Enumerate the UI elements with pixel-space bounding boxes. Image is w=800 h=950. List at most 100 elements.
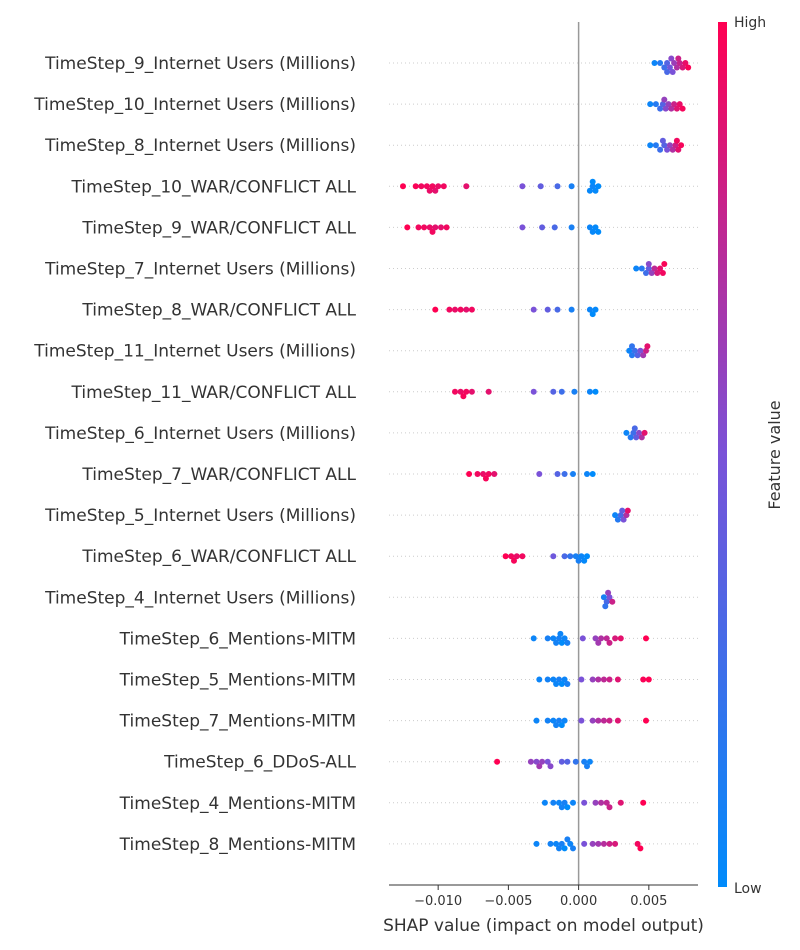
shap-point bbox=[637, 347, 644, 354]
shap-point bbox=[463, 183, 470, 190]
shap-point bbox=[662, 105, 669, 112]
shap-point bbox=[426, 187, 433, 194]
shap-point bbox=[651, 265, 658, 272]
shap-point bbox=[612, 840, 619, 847]
shap-point bbox=[633, 434, 640, 441]
shap-point bbox=[426, 224, 433, 231]
shap-point bbox=[666, 64, 673, 71]
shap-point bbox=[544, 758, 551, 765]
shap-point bbox=[647, 101, 654, 108]
shap-point bbox=[564, 639, 571, 646]
shap-point bbox=[640, 676, 647, 683]
shap-point bbox=[600, 594, 607, 601]
shap-point bbox=[550, 676, 557, 683]
feature-label: TimeStep_7_Internet Users (Millions) bbox=[44, 260, 356, 280]
shap-point bbox=[673, 105, 680, 112]
shap-point bbox=[550, 553, 557, 560]
feature-label: TimeStep_11_WAR/CONFLICT ALL bbox=[71, 383, 357, 403]
shap-point bbox=[586, 306, 593, 313]
shap-point bbox=[446, 306, 453, 313]
shap-point bbox=[672, 142, 679, 149]
shap-point bbox=[676, 60, 683, 66]
shap-point bbox=[553, 722, 560, 729]
shap-point bbox=[485, 471, 492, 477]
shap-point bbox=[657, 60, 664, 66]
shap-point bbox=[567, 553, 574, 560]
shap-point bbox=[485, 388, 492, 395]
shap-point bbox=[631, 347, 638, 354]
shap-point bbox=[584, 763, 590, 770]
shap-point bbox=[614, 676, 621, 683]
shap-point bbox=[641, 429, 648, 436]
shap-point bbox=[647, 142, 654, 149]
shap-point bbox=[605, 589, 612, 596]
shap-point bbox=[558, 758, 565, 765]
shap-point bbox=[533, 840, 540, 847]
shap-point bbox=[606, 594, 613, 601]
shap-point bbox=[637, 845, 644, 852]
shap-point bbox=[474, 471, 481, 477]
shap-point bbox=[558, 681, 565, 687]
shap-point bbox=[676, 101, 683, 108]
shap-point bbox=[581, 799, 588, 806]
shap-point bbox=[553, 840, 560, 847]
shap-point bbox=[643, 270, 649, 276]
shap-point bbox=[550, 717, 557, 724]
shap-point bbox=[443, 224, 450, 231]
shap-point bbox=[438, 224, 444, 231]
feature-label: TimeStep_8_Internet Users (Millions) bbox=[44, 136, 356, 156]
shap-point bbox=[554, 471, 561, 477]
shap-point bbox=[675, 55, 682, 62]
shap-point bbox=[536, 471, 543, 477]
shap-point bbox=[643, 717, 649, 724]
shap-point bbox=[578, 717, 585, 724]
shap-point bbox=[648, 270, 655, 276]
shap-point bbox=[568, 306, 575, 313]
shap-point bbox=[678, 142, 685, 149]
shap-point bbox=[581, 758, 588, 765]
shap-point bbox=[640, 352, 647, 359]
shap-point bbox=[558, 722, 565, 729]
shap-point bbox=[612, 512, 619, 519]
shap-point bbox=[614, 516, 621, 523]
shap-point bbox=[654, 270, 661, 276]
shap-point bbox=[539, 224, 546, 231]
shap-point bbox=[644, 343, 651, 350]
shap-point bbox=[558, 639, 565, 646]
shap-point bbox=[629, 343, 635, 350]
x-tick-label: −0.010 bbox=[414, 894, 462, 909]
shap-point bbox=[609, 598, 616, 605]
shap-point bbox=[586, 187, 593, 194]
shap-point bbox=[561, 676, 568, 683]
shap-point bbox=[606, 676, 613, 683]
colorbar-low-label: Low bbox=[734, 881, 762, 897]
shap-point bbox=[617, 635, 624, 642]
feature-label: TimeStep_6_Mentions-MITM bbox=[119, 629, 356, 649]
shap-point bbox=[544, 306, 551, 313]
feature-label: TimeStep_10_WAR/CONFLICT ALL bbox=[71, 177, 357, 197]
shap-point bbox=[612, 635, 619, 642]
shap-point bbox=[533, 717, 540, 724]
shap-point bbox=[544, 676, 551, 683]
shap-point bbox=[550, 388, 557, 395]
shap-point bbox=[550, 799, 557, 806]
shap-point bbox=[651, 60, 658, 66]
shap-point bbox=[557, 630, 564, 637]
shap-point bbox=[626, 347, 633, 354]
shap-point bbox=[673, 64, 680, 71]
shap-point bbox=[606, 717, 613, 724]
shap-point bbox=[592, 799, 599, 806]
feature-label: TimeStep_10_Internet Users (Millions) bbox=[33, 95, 356, 115]
shap-point bbox=[589, 228, 596, 235]
shap-point bbox=[586, 224, 593, 231]
shap-point bbox=[671, 60, 678, 66]
shap-point bbox=[595, 228, 602, 235]
shap-point bbox=[550, 635, 557, 642]
shap-point bbox=[659, 137, 666, 144]
shap-point bbox=[661, 142, 668, 149]
shap-point bbox=[544, 717, 551, 724]
shap-point bbox=[530, 306, 537, 313]
shap-point bbox=[657, 146, 664, 153]
shap-point bbox=[668, 55, 675, 62]
shap-point bbox=[598, 635, 605, 642]
